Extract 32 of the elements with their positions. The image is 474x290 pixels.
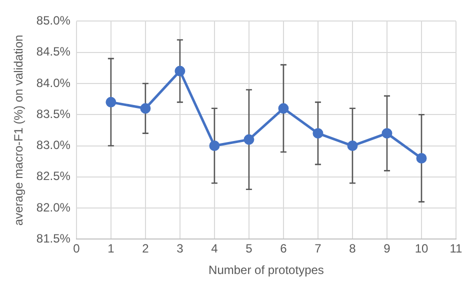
point	[312, 128, 324, 139]
x-tick-label: 8	[349, 242, 356, 256]
y-tick-label: 84.5%	[36, 44, 71, 59]
x-tick-label: 5	[246, 242, 253, 256]
x-tick-label: 2	[142, 242, 150, 256]
y-axis-title: average macro-F1 (%) on validation	[12, 34, 26, 226]
point	[140, 103, 151, 114]
x-tick-label: 6	[280, 242, 288, 256]
x-tick-label: 1	[108, 242, 115, 256]
point	[244, 134, 254, 145]
x-axis-title: Number of prototypes	[208, 263, 324, 278]
point	[416, 152, 427, 164]
x-tick-label: 0	[73, 242, 80, 256]
x-tick-label: 4	[211, 242, 218, 256]
y-tick-label: 83.5%	[36, 106, 71, 121]
point	[278, 103, 289, 114]
x-tick-label: 9	[384, 242, 391, 256]
x-tick-label: 10	[414, 242, 428, 256]
y-tick-label: 84.0%	[36, 76, 71, 90]
y-tick-label: 82.0%	[36, 200, 71, 214]
x-tick-label: 3	[176, 242, 184, 256]
point	[174, 66, 186, 76]
x-tick-label: 11	[450, 242, 463, 256]
point	[209, 140, 220, 152]
y-tick-label: 81.5%	[36, 232, 71, 246]
point	[382, 128, 392, 139]
x-tick-label: 7	[314, 242, 322, 256]
point	[106, 96, 116, 108]
point	[347, 140, 358, 152]
y-tick-label: 83.0%	[36, 138, 71, 152]
y-tick-label: 85.0%	[36, 14, 71, 28]
y-tick-label: 82.5%	[36, 169, 71, 184]
